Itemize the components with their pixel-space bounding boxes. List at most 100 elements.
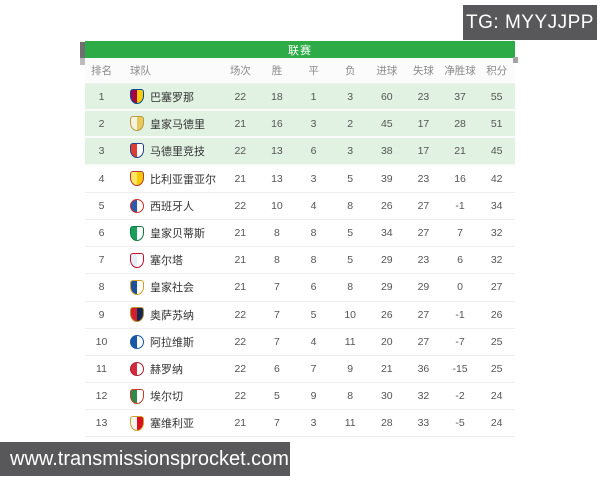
column-header: 积分 xyxy=(486,65,508,77)
draws-cell: 7 xyxy=(310,362,317,375)
wins-cell: 6 xyxy=(274,362,280,375)
team-crest-icon xyxy=(130,89,144,105)
table-row[interactable]: 3 马德里竞技 22 13 6 3 38 17 21 45 xyxy=(85,138,515,166)
team-crest-icon xyxy=(130,143,144,159)
played-cell: 22 xyxy=(234,199,247,212)
points-cell: 25 xyxy=(490,362,503,375)
table-row[interactable]: 4 比利亚雷亚尔 21 13 3 5 39 23 16 42 xyxy=(85,165,515,193)
rank-cell: 6 xyxy=(98,227,105,240)
goal-diff-cell: 21 xyxy=(454,144,466,157)
losses-cell: 9 xyxy=(347,362,354,375)
draws-cell: 9 xyxy=(310,390,317,403)
table-row[interactable]: 2 皇家马德里 21 16 3 2 45 17 28 51 xyxy=(85,111,515,139)
table-row[interactable]: 5 西班牙人 22 10 4 8 26 27 -1 34 xyxy=(85,192,515,220)
rank-cell: 1 xyxy=(98,90,105,103)
table-row[interactable]: 7 塞尔塔 21 8 8 5 29 23 6 32 xyxy=(85,247,515,275)
losses-cell: 3 xyxy=(347,90,354,103)
goals-for-cell: 29 xyxy=(380,281,393,294)
losses-cell: 5 xyxy=(347,227,354,240)
team-name: 皇家马德里 xyxy=(150,118,205,131)
draws-cell: 3 xyxy=(310,117,317,130)
goals-against-cell: 17 xyxy=(417,144,430,157)
points-cell: 26 xyxy=(490,308,503,321)
site-watermark-label: www.transmissionsprocket.com xyxy=(10,447,289,470)
goals-against-cell: 27 xyxy=(417,308,430,321)
points-cell: 51 xyxy=(490,117,503,130)
team-crest-icon xyxy=(130,171,144,187)
team-name: 皇家社会 xyxy=(150,282,194,295)
played-cell: 22 xyxy=(234,335,247,348)
team-cell: 皇家社会 xyxy=(118,279,222,295)
table-row[interactable]: 10 阿拉维斯 22 7 4 11 20 27 -7 25 xyxy=(85,328,515,356)
goal-diff-cell: -5 xyxy=(455,417,465,430)
table-row[interactable]: 8 皇家社会 21 7 6 8 29 29 0 27 xyxy=(85,274,515,302)
played-cell: 21 xyxy=(234,117,247,130)
goals-against-cell: 17 xyxy=(417,117,430,130)
played-cell: 22 xyxy=(234,144,247,157)
rank-cell: 7 xyxy=(98,254,105,267)
points-cell: 55 xyxy=(490,90,503,103)
team-name: 塞尔塔 xyxy=(150,255,183,268)
column-header: 场次 xyxy=(229,65,251,77)
table-row[interactable]: 12 埃尔切 22 5 9 8 30 32 -2 24 xyxy=(85,383,515,411)
table-row[interactable]: 9 奥萨苏纳 22 7 5 10 26 27 -1 26 xyxy=(85,301,515,329)
losses-cell: 3 xyxy=(347,144,354,157)
goal-diff-cell: 6 xyxy=(457,254,463,267)
goals-against-cell: 27 xyxy=(417,227,430,240)
goals-for-cell: 29 xyxy=(380,254,393,267)
goals-against-cell: 27 xyxy=(417,199,430,212)
team-crest-icon xyxy=(130,334,144,349)
draws-cell: 1 xyxy=(310,90,317,103)
team-name: 皇家贝蒂斯 xyxy=(150,228,205,241)
losses-cell: 5 xyxy=(347,172,354,185)
column-header: 排名 xyxy=(91,65,112,77)
team-name: 马德里竞技 xyxy=(150,145,205,158)
goals-for-cell: 38 xyxy=(380,144,393,157)
team-cell: 西班牙人 xyxy=(118,198,222,214)
column-header: 胜 xyxy=(271,65,283,77)
table-row[interactable]: 6 皇家贝蒂斯 21 8 8 5 34 27 7 32 xyxy=(85,219,515,248)
draws-cell: 3 xyxy=(310,172,317,185)
goals-against-cell: 23 xyxy=(417,254,430,267)
rank-cell: 5 xyxy=(98,199,105,212)
column-header: 净胜球 xyxy=(444,65,476,77)
goal-diff-cell: -1 xyxy=(455,199,465,212)
team-name: 赫罗纳 xyxy=(150,363,183,376)
telegram-watermark: TG: MYYJJPP xyxy=(463,5,597,40)
team-crest-icon xyxy=(130,225,144,241)
points-cell: 27 xyxy=(490,281,503,294)
team-crest-icon xyxy=(130,279,144,295)
losses-cell: 5 xyxy=(347,254,354,267)
losses-cell: 8 xyxy=(347,390,354,403)
team-cell: 巴塞罗那 xyxy=(118,89,222,105)
team-cell: 马德里竞技 xyxy=(118,143,222,159)
team-crest-icon xyxy=(130,116,144,132)
table-row[interactable]: 11 赫罗纳 22 6 7 9 21 36 -15 25 xyxy=(85,355,515,384)
losses-cell: 8 xyxy=(347,281,354,294)
league-standings-table: 联赛 排名 球队 场次胜平负进球 失球 净胜球 积分 1 巴塞罗那 22 18 1 3 6… xyxy=(85,41,515,438)
left-edge-artifact xyxy=(80,42,85,58)
goal-diff-cell: 7 xyxy=(457,227,463,240)
team-crest-icon xyxy=(130,307,144,323)
team-name: 埃尔切 xyxy=(150,391,183,404)
played-cell: 22 xyxy=(234,390,247,403)
goals-for-cell: 39 xyxy=(380,172,393,185)
goal-diff-cell: 28 xyxy=(454,117,466,130)
wins-cell: 7 xyxy=(274,281,280,294)
table-row[interactable]: 13 塞维利亚 21 7 3 11 28 33 -5 24 xyxy=(85,410,515,438)
table-title-bar: 联赛 xyxy=(85,41,515,58)
points-cell: 25 xyxy=(490,335,503,348)
wins-cell: 7 xyxy=(274,417,280,430)
team-name: 比利亚雷亚尔 xyxy=(150,173,216,186)
goals-against-cell: 32 xyxy=(417,390,430,403)
wins-cell: 10 xyxy=(271,199,283,212)
goals-against-cell: 36 xyxy=(417,362,430,375)
losses-cell: 8 xyxy=(347,199,354,212)
table-row[interactable]: 1 巴塞罗那 22 18 1 3 60 23 37 55 xyxy=(85,84,515,112)
right-edge-artifact xyxy=(513,57,518,63)
wins-cell: 5 xyxy=(274,390,280,403)
wins-cell: 13 xyxy=(271,144,283,157)
team-cell: 皇家马德里 xyxy=(118,116,222,132)
played-cell: 21 xyxy=(234,281,247,294)
rank-cell: 8 xyxy=(98,281,105,294)
